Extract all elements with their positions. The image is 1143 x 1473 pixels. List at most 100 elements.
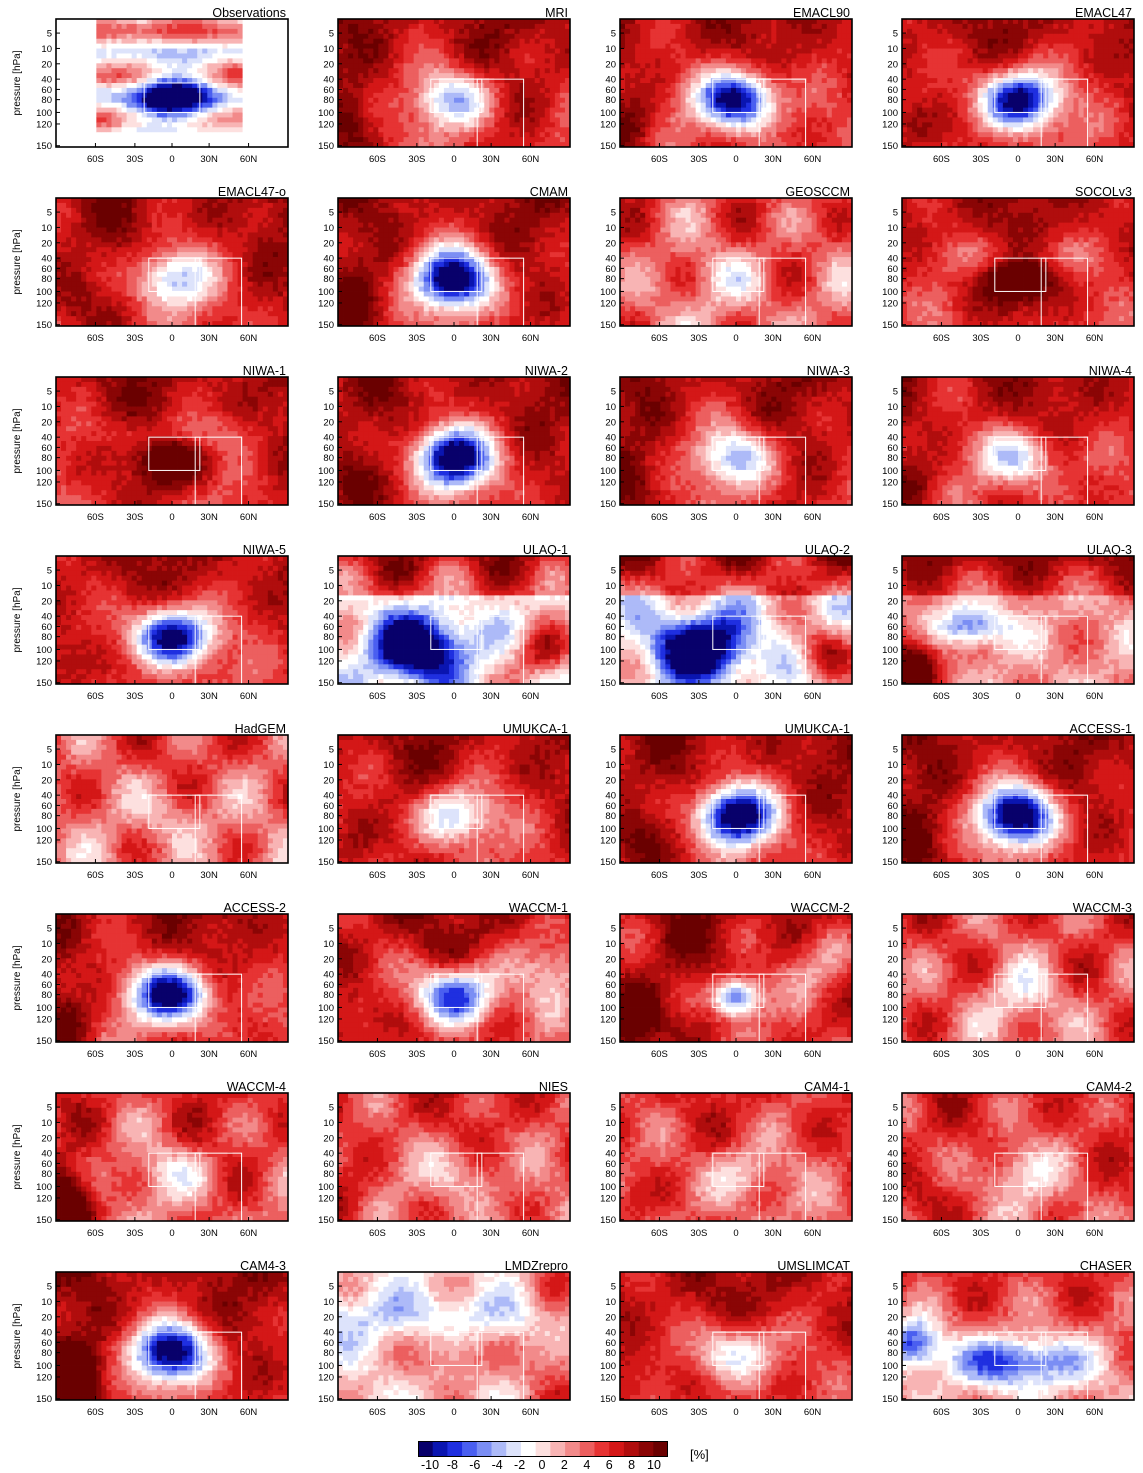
- cell: [358, 122, 363, 127]
- cell: [424, 29, 429, 34]
- cell: [71, 108, 76, 113]
- cell: [665, 122, 670, 127]
- cell: [233, 44, 238, 49]
- cell: [449, 113, 454, 118]
- x-tick-label: 30S: [408, 154, 425, 165]
- cell: [444, 68, 449, 73]
- cell: [520, 53, 525, 58]
- cell: [106, 88, 111, 93]
- cell: [434, 103, 439, 108]
- cell: [388, 127, 393, 132]
- cell: [439, 44, 444, 49]
- cell: [212, 117, 217, 122]
- cell: [127, 137, 132, 142]
- cell: [665, 24, 670, 29]
- cell: [766, 83, 771, 88]
- cell: [101, 58, 106, 63]
- cell: [172, 117, 177, 122]
- cell: [515, 83, 520, 88]
- cell: [509, 122, 514, 127]
- cell: [525, 93, 530, 98]
- cell: [111, 58, 116, 63]
- cell: [419, 73, 424, 78]
- cell: [268, 39, 273, 44]
- cell: [81, 127, 86, 132]
- cell: [132, 98, 137, 103]
- cell: [625, 137, 630, 142]
- cell: [167, 98, 172, 103]
- cell: [665, 117, 670, 122]
- cell: [454, 53, 459, 58]
- cell: [197, 34, 202, 39]
- cell: [751, 83, 756, 88]
- cell: [152, 122, 157, 127]
- cell: [771, 29, 776, 34]
- cell: [248, 24, 253, 29]
- cell: [756, 68, 761, 73]
- cell: [91, 98, 96, 103]
- cell: [464, 88, 469, 93]
- cell: [434, 127, 439, 132]
- cell: [101, 49, 106, 54]
- cell: [640, 44, 645, 49]
- cell: [726, 53, 731, 58]
- cell: [509, 49, 514, 54]
- cell: [393, 53, 398, 58]
- cell: [363, 137, 368, 142]
- cell: [358, 24, 363, 29]
- cell: [560, 34, 565, 39]
- cell: [630, 93, 635, 98]
- cell: [122, 78, 127, 83]
- cell: [655, 39, 660, 44]
- cell: [338, 58, 343, 63]
- cell: [550, 44, 555, 49]
- cell: [106, 24, 111, 29]
- cell: [61, 113, 66, 118]
- cell: [91, 29, 96, 34]
- cell: [142, 73, 147, 78]
- cell: [686, 93, 691, 98]
- cell: [731, 73, 736, 78]
- cell: [701, 58, 706, 63]
- cell: [444, 117, 449, 122]
- cell: [419, 34, 424, 39]
- cell: [771, 44, 776, 49]
- cell: [424, 49, 429, 54]
- cell: [212, 29, 217, 34]
- cell: [625, 73, 630, 78]
- cell: [807, 117, 812, 122]
- cell: [444, 127, 449, 132]
- cell: [535, 132, 540, 137]
- cell: [61, 127, 66, 132]
- cell: [489, 127, 494, 132]
- cell: [711, 58, 716, 63]
- cell: [761, 63, 766, 68]
- cell: [545, 49, 550, 54]
- cell: [706, 68, 711, 73]
- cell: [509, 73, 514, 78]
- cell: [504, 44, 509, 49]
- cell: [101, 34, 106, 39]
- cell: [550, 103, 555, 108]
- cell: [701, 113, 706, 118]
- cell: [555, 78, 560, 83]
- cell: [66, 53, 71, 58]
- cell: [686, 83, 691, 88]
- cell: [731, 132, 736, 137]
- cell: [681, 83, 686, 88]
- cell: [670, 63, 675, 68]
- cell: [509, 113, 514, 118]
- cell: [127, 83, 132, 88]
- cell: [525, 24, 530, 29]
- cell: [117, 49, 122, 54]
- cell: [273, 34, 278, 39]
- cell: [86, 29, 91, 34]
- cell: [625, 132, 630, 137]
- cell: [429, 24, 434, 29]
- cell: [807, 58, 812, 63]
- cell: [81, 93, 86, 98]
- cell: [630, 58, 635, 63]
- cell: [439, 122, 444, 127]
- cell: [101, 78, 106, 83]
- cell: [509, 108, 514, 113]
